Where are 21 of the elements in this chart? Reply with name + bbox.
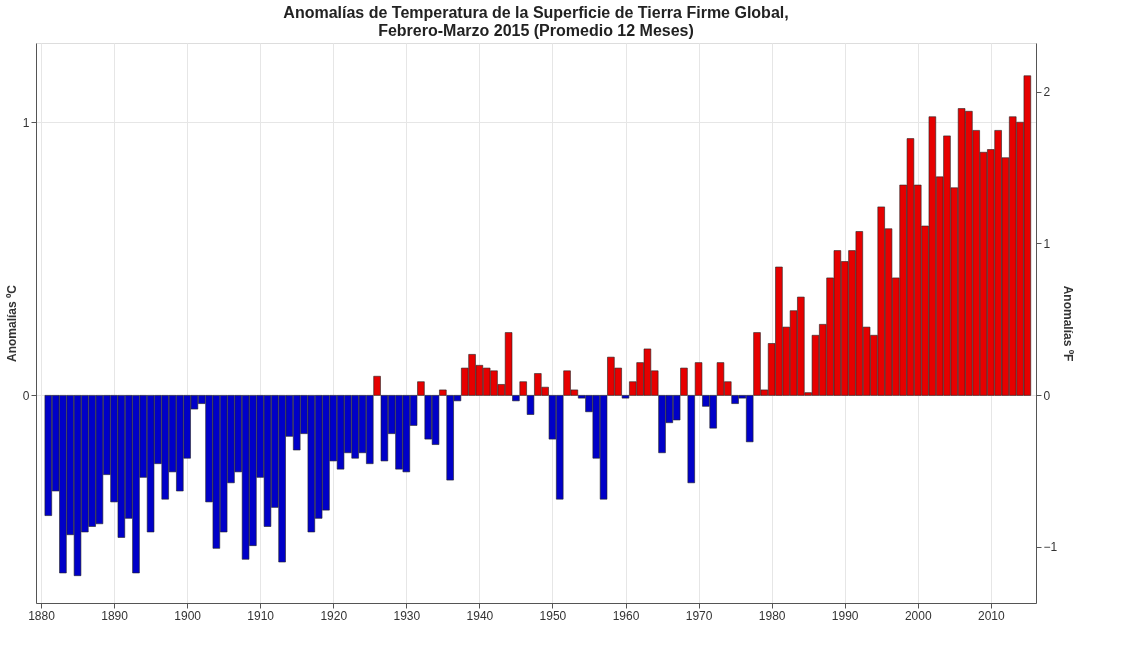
x-tick-label: 1970	[685, 608, 713, 623]
x-tick-label: 1880	[28, 608, 56, 623]
x-tick-label: 1960	[612, 608, 640, 623]
x-tick-label: 1890	[101, 608, 129, 623]
x-tick-label: 1940	[466, 608, 494, 623]
x-tick-label: 1910	[247, 608, 275, 623]
x-tick-label: 1930	[393, 608, 421, 623]
x-tick-label: 1980	[758, 608, 786, 623]
x-tick-label: 1990	[831, 608, 859, 623]
x-tick-label: 1950	[539, 608, 567, 623]
y-axis-title: Anomalías ºC	[4, 284, 19, 363]
y2-tick-label: 0	[1043, 388, 1051, 403]
x-tick-label: 2000	[904, 608, 932, 623]
y2-tick-label: 1	[1043, 236, 1051, 251]
y2-tick-label: −1	[1043, 540, 1058, 555]
chart-title: Anomalías de Temperatura de la Superficie de Tierra Firme Global, Febrero-Marzo 2015 (Promedio 12 Meses)	[283, 4, 789, 39]
x-tick-label: 1920	[320, 608, 348, 623]
x-tick-label: 1900	[174, 608, 202, 623]
y2-axis-title: Anomalías ºF	[1061, 285, 1076, 362]
x-tick-label: 2010	[977, 608, 1005, 623]
y2-tick-label: 2	[1043, 85, 1051, 100]
